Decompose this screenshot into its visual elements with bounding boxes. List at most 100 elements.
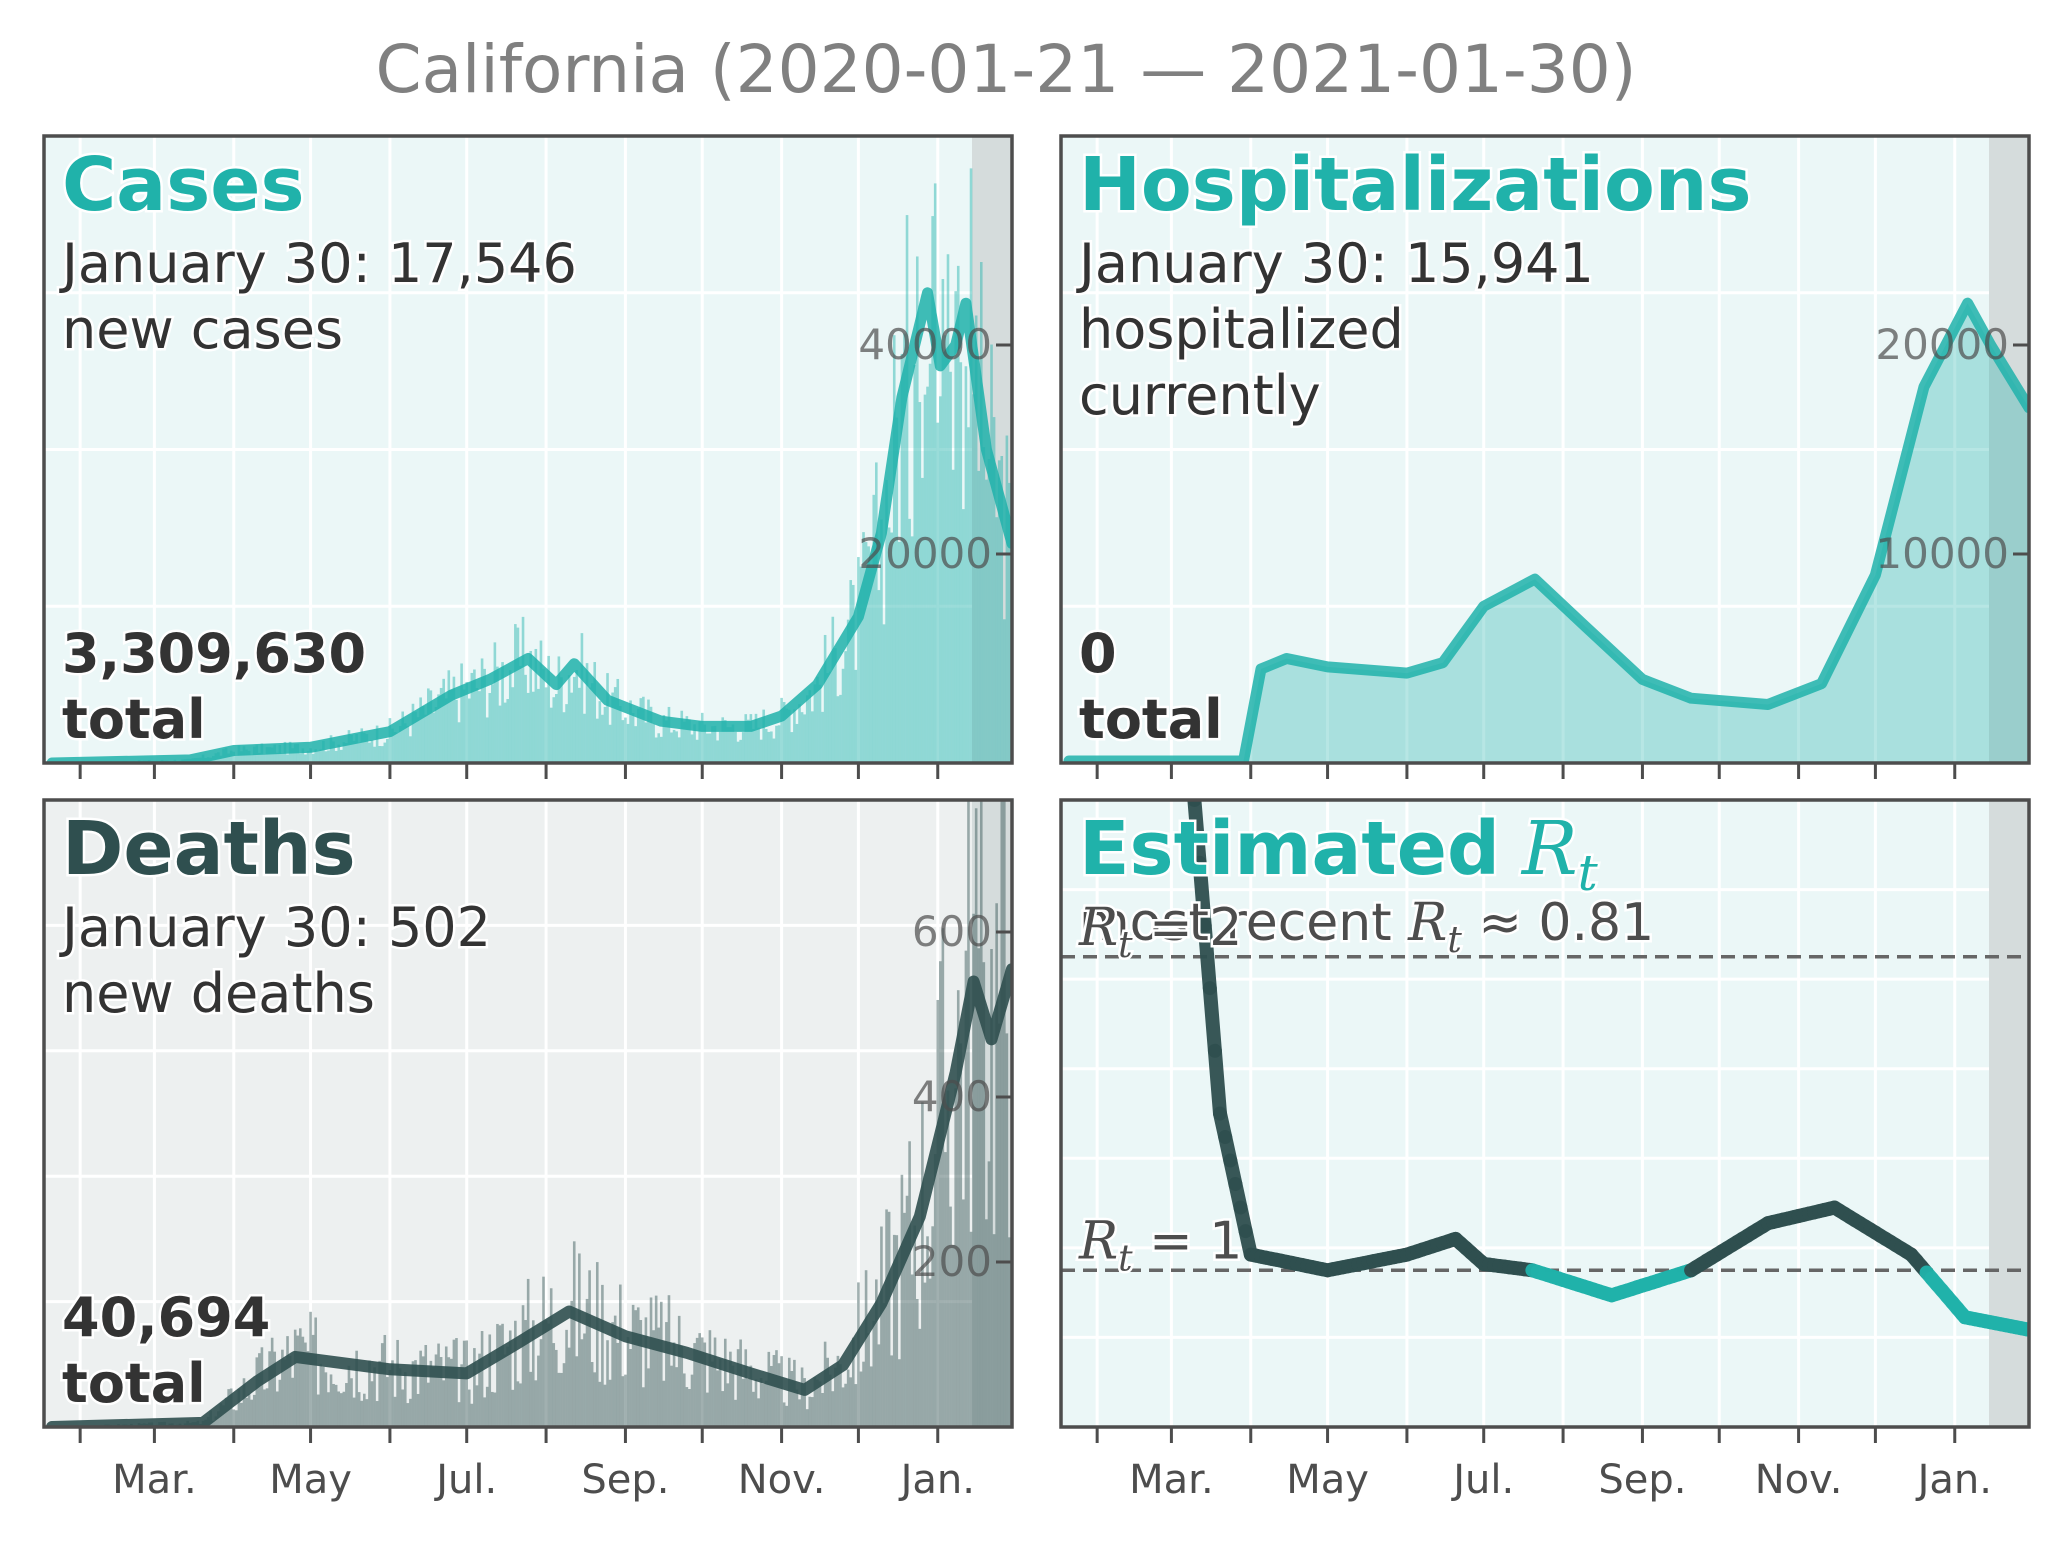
deaths-bar — [905, 1195, 909, 1427]
cases-bar — [624, 717, 627, 763]
cases-bar — [747, 719, 750, 763]
deaths-bar — [457, 1402, 461, 1427]
deaths-bar — [642, 1387, 645, 1427]
cases-bar — [764, 728, 768, 763]
deaths-bar — [588, 1270, 591, 1427]
cases-bar — [839, 694, 842, 763]
deaths-bar — [928, 1278, 932, 1427]
cases-bar — [258, 752, 261, 763]
rt-reference-label: Rt = 2 — [1078, 898, 1242, 966]
y-tick-label: 600 — [912, 907, 992, 956]
cases-bar — [685, 716, 689, 763]
deaths-bar — [334, 1384, 338, 1427]
cases-bar — [611, 692, 614, 763]
cases-bar — [555, 693, 558, 763]
deaths-bar — [808, 1396, 812, 1427]
deaths-bar — [685, 1387, 689, 1427]
cases-bar — [851, 584, 855, 763]
cases-bar — [700, 712, 704, 763]
deaths-bar — [982, 962, 986, 1427]
cases-bar — [552, 697, 556, 763]
cases-bar — [683, 721, 686, 763]
cases-bar — [915, 256, 919, 763]
x-tick-label: Nov. — [738, 1457, 826, 1503]
deaths-bar — [288, 1355, 292, 1427]
cases-bar — [570, 692, 573, 763]
deaths-bar — [232, 1409, 236, 1427]
deaths-bar — [913, 1225, 917, 1427]
deaths-bar — [309, 1311, 312, 1427]
cases-bar — [834, 648, 837, 763]
cases-bar — [642, 696, 645, 763]
deaths-bar — [869, 1366, 873, 1427]
deaths-bar — [608, 1379, 612, 1427]
cases-bar — [711, 726, 714, 763]
x-tick-label: May — [269, 1457, 352, 1503]
deaths-bar — [252, 1394, 256, 1427]
cases-bar — [813, 684, 817, 763]
cases-bar — [703, 724, 707, 763]
deaths-bar — [255, 1357, 259, 1427]
cases-bar — [301, 748, 305, 763]
deaths-bar — [342, 1391, 346, 1427]
deaths-bar — [826, 1357, 829, 1427]
deaths-bar — [506, 1346, 509, 1427]
deaths-bar — [250, 1399, 253, 1427]
cases-bar — [770, 731, 773, 763]
rt-heading-symbol: R — [1520, 806, 1578, 892]
deaths-bar — [460, 1364, 463, 1427]
cases-bar — [603, 706, 607, 763]
deaths-bar — [306, 1351, 310, 1427]
deaths-bar — [519, 1383, 522, 1427]
deaths-bar — [690, 1374, 694, 1427]
cases-bar — [672, 729, 676, 763]
deaths-bar — [939, 961, 942, 1427]
deaths-bar — [854, 1384, 858, 1427]
deaths-recent-shade — [972, 800, 1012, 1427]
cases-bar — [982, 447, 986, 763]
cases-bar — [841, 668, 845, 763]
deaths-bar — [595, 1262, 599, 1427]
cases-bar — [908, 518, 911, 763]
cases-bar — [910, 536, 914, 763]
cases-bar — [795, 723, 799, 763]
deaths-bar — [222, 1405, 225, 1427]
cases-bar — [585, 663, 589, 763]
deaths-bar — [941, 928, 945, 1427]
cases-bar — [539, 640, 543, 763]
cases-bar — [872, 494, 876, 763]
deaths-bar — [314, 1317, 317, 1427]
cases-bar — [334, 750, 338, 763]
cases-heading: Cases — [62, 142, 305, 228]
deaths-bar — [565, 1329, 568, 1427]
cases-bar — [578, 687, 581, 763]
deaths-bar — [542, 1276, 545, 1427]
cases-bar — [741, 732, 745, 763]
cases-bar — [808, 690, 812, 763]
deaths-bar — [260, 1347, 264, 1427]
deaths-bar — [657, 1327, 661, 1427]
y-tick-label: 40000 — [858, 320, 992, 369]
deaths-bar — [936, 999, 940, 1427]
cases-bar — [544, 687, 548, 763]
deaths-bar — [667, 1295, 671, 1427]
cases-bar — [437, 694, 440, 763]
deaths-bar — [235, 1410, 238, 1427]
deaths-bar — [470, 1403, 474, 1427]
cases-bar — [995, 517, 998, 763]
y-tick-label: 10000 — [1875, 529, 2009, 578]
deaths-bar — [473, 1348, 476, 1427]
deaths-bar — [782, 1402, 786, 1427]
cases-bar — [803, 714, 806, 763]
cases-bar — [250, 754, 253, 763]
cases-bar — [304, 754, 307, 763]
deaths-bar — [875, 1279, 878, 1427]
cases-bar — [944, 335, 947, 763]
deaths-bar — [480, 1331, 484, 1427]
deaths-bar — [821, 1392, 824, 1427]
deaths-bar — [849, 1377, 853, 1427]
x-tick-label: Jan. — [1915, 1457, 1992, 1503]
cases-bar — [962, 509, 965, 763]
cases-bar — [534, 648, 538, 763]
cases-bar — [416, 717, 420, 763]
